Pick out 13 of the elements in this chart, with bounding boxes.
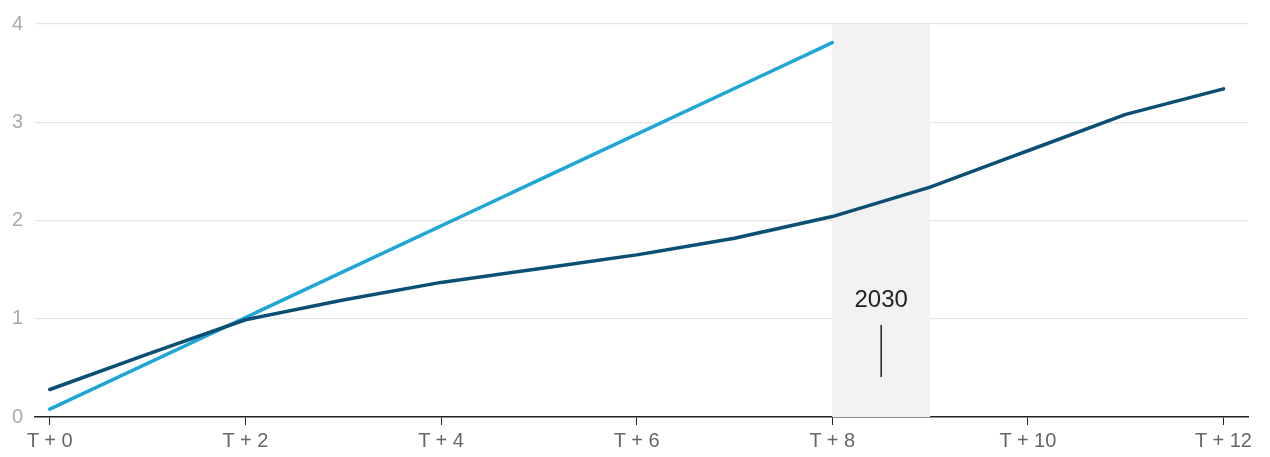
x-tick-label: T + 8 [809, 428, 856, 451]
x-tick-label: T + 10 [999, 428, 1057, 451]
y-tick-label: 2 [12, 208, 24, 231]
band-label: 2030 [854, 284, 908, 312]
y-tick-label: 1 [12, 306, 24, 329]
x-tick-label: T + 6 [613, 428, 660, 451]
y-tick-label: 0 [12, 404, 24, 427]
x-tick-label: T + 4 [418, 428, 464, 451]
x-tick-label: T + 12 [1195, 428, 1252, 451]
y-tick-label: 4 [12, 11, 24, 34]
y-tick-label: 3 [12, 109, 24, 132]
x-tick-label: T + 2 [222, 428, 269, 451]
x-tick-label: T + 0 [26, 428, 73, 451]
